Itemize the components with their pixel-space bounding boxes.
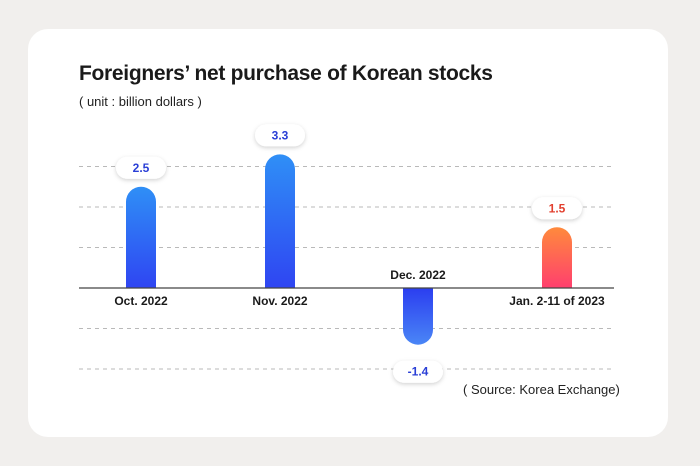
value-label-3: 1.5 (549, 201, 566, 215)
chart-source: ( Source: Korea Exchange) (463, 382, 620, 397)
value-pill-3: 1.5 (532, 197, 582, 220)
value-pill-0: 2.5 (116, 156, 166, 179)
value-pill-bg-3 (532, 197, 582, 220)
chart-title: Foreigners’ net purchase of Korean stock… (79, 62, 493, 85)
category-label-2: Dec. 2022 (390, 268, 446, 282)
category-label-1: Nov. 2022 (252, 294, 307, 308)
category-label-3: Jan. 2-11 of 2023 (509, 294, 605, 308)
value-pill-bg-1 (255, 124, 305, 147)
bar-0 (126, 186, 156, 288)
chart-unit: ( unit : billion dollars ) (79, 94, 202, 109)
bar-3 (542, 227, 572, 288)
value-label-0: 2.5 (133, 161, 150, 175)
bar-2 (403, 288, 433, 345)
value-pill-bg-2 (393, 360, 443, 383)
category-label-0: Oct. 2022 (114, 294, 168, 308)
value-pill-2: -1.4 (393, 360, 443, 383)
bar-1 (265, 154, 295, 288)
value-pill-1: 3.3 (255, 124, 305, 147)
value-pill-bg-0 (116, 156, 166, 179)
value-label-1: 3.3 (272, 128, 289, 142)
value-label-2: -1.4 (408, 365, 429, 379)
